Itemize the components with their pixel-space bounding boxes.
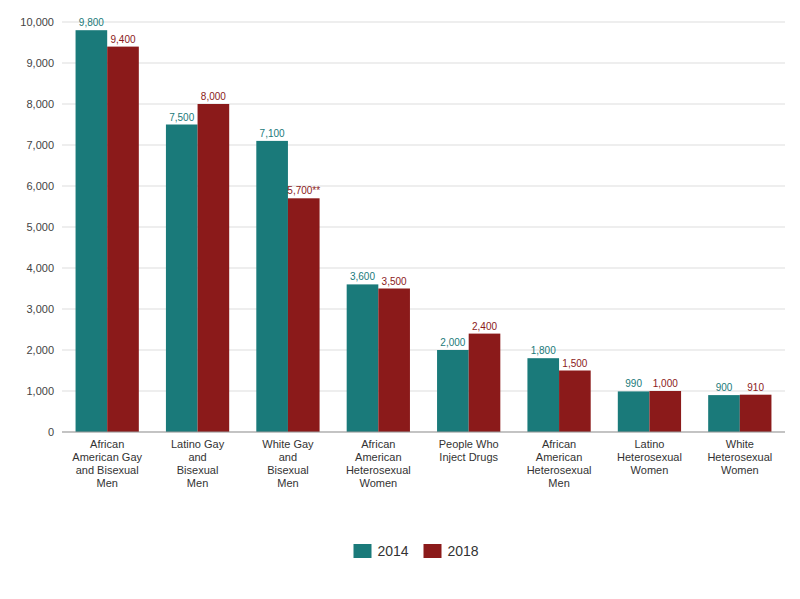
data-label: 910 [747, 382, 764, 393]
bar [559, 371, 591, 433]
x-tick-label-line: Men [277, 477, 298, 489]
bar [649, 391, 681, 432]
legend-swatch [354, 544, 372, 558]
x-tick-label-line: Men [187, 477, 208, 489]
x-tick-label-line: Women [359, 477, 397, 489]
y-tick-label: 1,000 [26, 385, 54, 397]
x-tick-label-line: Latino Gay [171, 438, 225, 450]
x-tick-label-line: and [279, 451, 297, 463]
x-tick-label-line: Women [721, 464, 759, 476]
x-tick-label-line: African [542, 438, 576, 450]
x-tick-label-line: Bisexual [267, 464, 309, 476]
x-tick-label-line: American [355, 451, 401, 463]
y-tick-label: 4,000 [26, 262, 54, 274]
legend: 2014 2018 [354, 543, 479, 559]
data-label: 2,000 [440, 337, 465, 348]
x-tick-label-line: Men [96, 477, 117, 489]
x-axis-line [62, 432, 785, 433]
data-label: 1,000 [653, 378, 678, 389]
data-labels: 9,800 7,500 7,100 3,600 2,000 1,800 990 900 9,40… [79, 17, 765, 393]
bar [378, 289, 410, 433]
x-axis: AfricanAmerican Gayand BisexualMenLatino… [72, 438, 772, 489]
x-tick-label-line: Men [548, 477, 569, 489]
x-tick-label: AfricanAmericanHeterosexualMen [527, 438, 592, 489]
x-tick-label-line: Heterosexual [707, 451, 772, 463]
data-label: 3,600 [350, 271, 375, 282]
y-tick-label: 7,000 [26, 139, 54, 151]
grid-line [62, 432, 785, 433]
data-label: 3,500 [382, 276, 407, 287]
bar [347, 284, 379, 432]
y-tick-label: 0 [48, 426, 54, 438]
x-tick-label-line: American [536, 451, 582, 463]
x-tick-label-line: Heterosexual [346, 464, 411, 476]
data-label: 900 [716, 382, 733, 393]
data-label: 7,100 [260, 128, 285, 139]
x-tick-label-line: Heterosexual [527, 464, 592, 476]
data-label: 8,000 [201, 91, 226, 102]
x-tick-label-line: African [90, 438, 124, 450]
bar [437, 350, 469, 432]
grid-line [62, 63, 785, 64]
x-tick-label-line: White [726, 438, 754, 450]
x-tick-label-line: People Who [439, 438, 499, 450]
bar [256, 141, 288, 432]
x-tick-label-line: Bisexual [177, 464, 219, 476]
x-tick-label-line: White Gay [262, 438, 314, 450]
bar [708, 395, 740, 432]
bar [198, 104, 230, 432]
bar [618, 391, 650, 432]
bars [76, 30, 772, 432]
y-tick-label: 10,000 [20, 16, 54, 28]
bar [76, 30, 108, 432]
y-axis: 0 1,000 2,000 3,000 4,000 5,000 6,000 7,000 8,00… [20, 16, 54, 438]
x-tick-label: AfricanAmerican Gayand BisexualMen [72, 438, 142, 489]
x-tick-label: WhiteHeterosexualWomen [707, 438, 772, 476]
y-tick-label: 2,000 [26, 344, 54, 356]
grid-line [62, 22, 785, 23]
bar [469, 334, 501, 432]
data-label: 1,800 [531, 345, 556, 356]
data-label: 5,700** [287, 185, 320, 196]
x-tick-label-line: Latino [634, 438, 664, 450]
bar [288, 198, 320, 432]
x-tick-label: Latino GayandBisexualMen [171, 438, 225, 489]
x-tick-label-line: and Bisexual [76, 464, 139, 476]
bar [107, 47, 139, 432]
x-tick-label-line: Heterosexual [617, 451, 682, 463]
data-label: 9,400 [110, 34, 135, 45]
legend-label: 2014 [378, 543, 409, 559]
data-label: 9,800 [79, 17, 104, 28]
legend-label: 2018 [448, 543, 479, 559]
x-tick-label-line: Women [631, 464, 669, 476]
legend-swatch [424, 544, 442, 558]
bar [166, 125, 198, 433]
data-label: 2,400 [472, 321, 497, 332]
x-tick-label: White GayandBisexualMen [262, 438, 314, 489]
chart: 0 1,000 2,000 3,000 4,000 5,000 6,000 7,000 8,00… [0, 0, 800, 599]
y-tick-label: 5,000 [26, 221, 54, 233]
bar [527, 358, 559, 432]
page: {"chart_data": { "type": "bar", "categor… [0, 0, 800, 599]
data-label: 7,500 [169, 112, 194, 123]
x-tick-label: LatinoHeterosexualWomen [617, 438, 682, 476]
y-tick-label: 3,000 [26, 303, 54, 315]
data-label: 1,500 [562, 358, 587, 369]
x-tick-label-line: and [188, 451, 206, 463]
grid [62, 22, 785, 432]
y-tick-label: 9,000 [26, 57, 54, 69]
x-tick-label-line: African [361, 438, 395, 450]
y-tick-label: 8,000 [26, 98, 54, 110]
x-tick-label: People WhoInject Drugs [439, 438, 499, 463]
x-tick-label-line: Inject Drugs [439, 451, 498, 463]
grid-line [62, 104, 785, 105]
y-tick-label: 6,000 [26, 180, 54, 192]
bar [740, 395, 772, 432]
data-label: 990 [625, 378, 642, 389]
x-tick-label-line: American Gay [72, 451, 142, 463]
x-tick-label: AfricanAmericanHeterosexualWomen [346, 438, 411, 489]
